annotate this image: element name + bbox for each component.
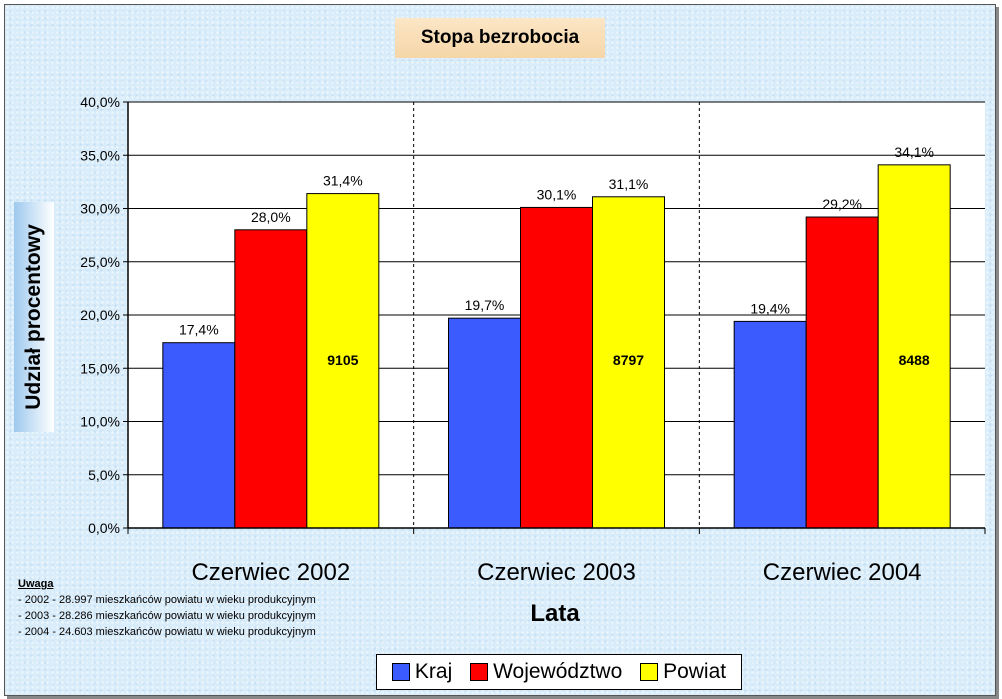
data-label: 31,4% [323, 173, 363, 189]
data-label: 30,1% [537, 186, 577, 202]
data-label: 19,7% [465, 297, 505, 313]
bar [234, 229, 308, 529]
bar [877, 164, 951, 529]
bar-inner-label: 8488 [899, 352, 930, 368]
x-tick-label: Czerwiec 2003 [477, 559, 636, 586]
bar [448, 317, 521, 529]
note-line-2002: - 2002 - 28.997 mieszkańców powiatu w wi… [18, 594, 316, 606]
x-axis-label: Lata [530, 600, 580, 627]
chart-title: Stopa bezrobocia [395, 18, 605, 58]
legend-swatch-kraj [391, 663, 410, 681]
y-tick-label: 15,0% [80, 360, 120, 376]
legend-item-powiat: Powiat [640, 660, 726, 684]
y-tick-label: 5,0% [88, 467, 120, 483]
legend-swatch-powiat [640, 663, 659, 681]
bar [162, 342, 236, 529]
y-tick-label: 0,0% [88, 520, 120, 536]
y-tick-label: 40,0% [80, 94, 120, 110]
legend-label-powiat: Powiat [663, 660, 727, 683]
y-tick-label: 30,0% [80, 201, 120, 217]
legend: Kraj Województwo Powiat [376, 654, 742, 690]
data-label: 19,4% [750, 300, 790, 316]
bar-inner-label: 9105 [327, 352, 358, 368]
y-tick-label: 25,0% [80, 254, 120, 270]
bar [733, 320, 807, 529]
data-label: 31,1% [609, 176, 649, 192]
y-axis-label-box: Udział procentowy [14, 202, 54, 432]
bar [520, 206, 593, 529]
legend-item-wojewodztwo: Województwo [470, 660, 622, 684]
note-line-2003: - 2003 - 28.286 mieszkańców powiatu w wi… [18, 610, 316, 622]
note-line-2004: - 2004 - 24.603 mieszkańców powiatu w wi… [18, 626, 316, 638]
data-label: 28,0% [251, 209, 291, 225]
data-label: 29,2% [822, 196, 862, 212]
note-heading: Uwaga [18, 578, 54, 590]
legend-swatch-wojewodztwo [470, 663, 489, 681]
bar [306, 193, 380, 529]
bar [805, 216, 879, 529]
data-label: 17,4% [179, 322, 219, 338]
legend-label-wojewodztwo: Województwo [493, 660, 623, 683]
y-tick-label: 35,0% [80, 147, 120, 163]
note: Uwaga - 2002 - 28.997 mieszkańców powiat… [18, 576, 316, 640]
y-tick-label: 10,0% [80, 414, 120, 430]
x-tick-label: Czerwiec 2004 [763, 559, 922, 586]
bar [592, 196, 665, 529]
data-label: 34,1% [894, 144, 934, 160]
legend-label-kraj: Kraj [414, 660, 453, 683]
x-tick-label: Czerwiec 2002 [191, 559, 350, 586]
y-tick-label: 20,0% [80, 307, 120, 323]
bar-inner-label: 8797 [613, 352, 644, 368]
legend-item-kraj: Kraj [391, 660, 453, 684]
